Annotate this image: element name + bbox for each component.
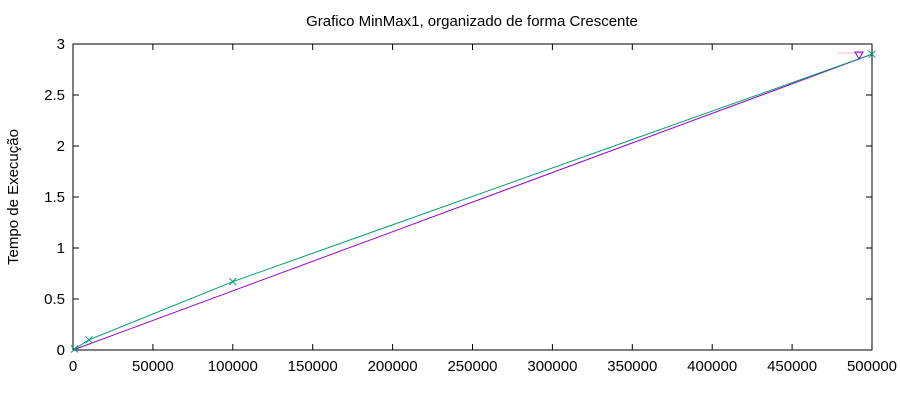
- legend: [838, 51, 864, 61]
- y-tick-label: 0: [57, 342, 65, 359]
- x-tick-label: 100000: [208, 358, 258, 375]
- y-tick-label: 2: [57, 138, 65, 155]
- x-tick-label: 200000: [368, 358, 418, 375]
- y-tick-label: 2.5: [44, 87, 65, 104]
- series-point-1: [85, 335, 93, 344]
- series-line-1: [74, 53, 873, 350]
- legend-sample-1: [854, 51, 864, 61]
- y-tick-label: 3: [57, 36, 65, 53]
- x-tick-label: 400000: [687, 358, 737, 375]
- x-tick-label: 50000: [132, 358, 174, 375]
- chart-title: Grafico MinMax1, organizado de forma Cre…: [306, 13, 638, 30]
- x-tick-label: 450000: [767, 358, 817, 375]
- plot-frame: [72, 43, 873, 351]
- y-tick-label: 1.5: [44, 189, 65, 206]
- x-tick-label: 300000: [527, 358, 577, 375]
- x-tick-label: 0: [69, 358, 77, 375]
- x-tick-label: 250000: [447, 358, 497, 375]
- y-tick-label: 1: [57, 240, 65, 257]
- series-point-1: [70, 345, 79, 353]
- y-axis-label: Tempo de Execução: [5, 129, 22, 265]
- series-line-0: [72, 53, 873, 351]
- x-tick-label: 500000: [847, 358, 897, 375]
- y-axis-ticks: 0 0.5 1 1.5 2 2.5 3: [44, 36, 872, 359]
- x-tick-label: 350000: [607, 358, 657, 375]
- x-tick-label: 150000: [288, 358, 338, 375]
- x-axis-ticks: 0 50000 100000 150000 200000 250000 300000 3500…: [69, 44, 897, 375]
- series-point-1: [228, 277, 237, 286]
- series-point-1: [868, 50, 876, 59]
- y-tick-label: 0.5: [44, 291, 65, 308]
- series-layer: [70, 50, 876, 353]
